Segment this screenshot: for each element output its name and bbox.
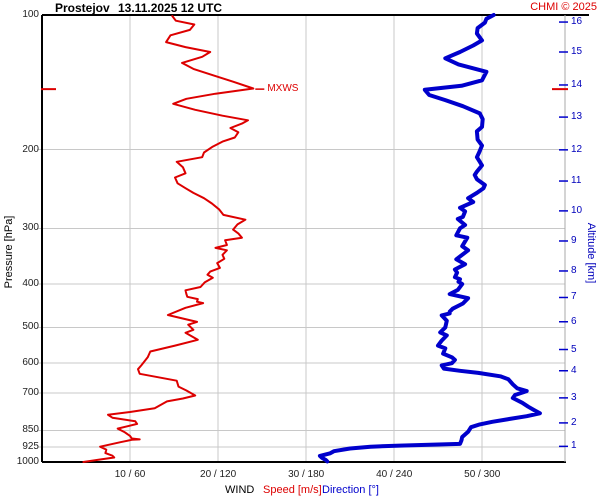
speed-axis-label: Speed [m/s] (263, 484, 322, 496)
pressure-tick-label: 850 (22, 424, 39, 436)
copyright-notice: CHMI © 2025 (530, 1, 597, 13)
pressure-tick-label: 925 (22, 440, 39, 452)
altitude-tick-label: 13 (571, 111, 583, 123)
sounding-datetime: 13.11.2025 12 UTC (118, 1, 223, 15)
wind-direction-curve (317, 13, 542, 464)
altitude-tick-label: 6 (571, 315, 577, 327)
pressure-tick-label: 400 (22, 278, 39, 290)
altitude-tick-label: 16 (571, 16, 583, 28)
wind-tick-label: 20 / 120 (200, 469, 237, 480)
altitude-tick-label: 12 (571, 143, 583, 155)
pressure-tick-label: 300 (22, 222, 39, 234)
wind-tick-label: 10 / 60 (114, 469, 146, 480)
station-title: Prostejov (55, 1, 110, 15)
pressure-tick-label: 100 (22, 9, 39, 20)
altitude-tick-label: 10 (571, 204, 583, 216)
altitude-tick-label: 4 (571, 364, 577, 376)
altitude-tick-label: 14 (571, 78, 583, 90)
wind-axis-label: WIND (225, 484, 255, 496)
altitude-tick-label: 9 (571, 234, 577, 246)
pressure-tick-label: 600 (22, 356, 39, 368)
altitude-axis-label: Altitude [km] (585, 222, 597, 284)
altitude-tick-label: 8 (571, 264, 577, 276)
altitude-tick-label: 3 (571, 391, 577, 403)
altitude-tick-label: 1 (571, 440, 577, 452)
wind-tick-label: 50 / 300 (464, 469, 501, 480)
altitude-tick-label: 7 (571, 291, 577, 303)
direction-axis-label: Direction [°] (322, 484, 379, 496)
altitude-tick-label: 11 (571, 175, 582, 187)
altitude-tick-label: 5 (571, 343, 577, 355)
mxws-annotation: MXWS (267, 83, 299, 95)
altitude-tick-label: 2 (571, 416, 577, 428)
pressure-tick-label: 700 (22, 386, 39, 398)
wind-tick-label: 30 / 180 (288, 469, 325, 480)
altitude-tick-label: 15 (571, 46, 583, 57)
pressure-tick-label: 500 (22, 321, 39, 333)
wind-speed-curve (82, 15, 255, 463)
pressure-tick-label: 200 (22, 143, 39, 155)
wind-tick-label: 40 / 240 (376, 469, 413, 480)
pressure-tick-label: 1000 (16, 456, 39, 467)
